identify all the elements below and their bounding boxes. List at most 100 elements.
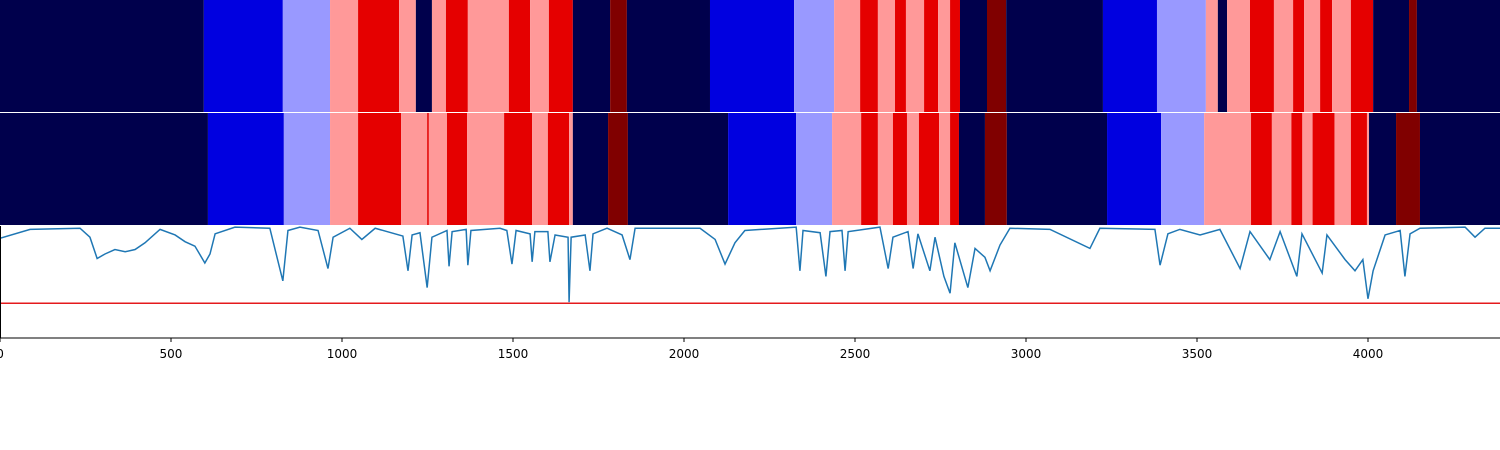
band-segment bbox=[1161, 113, 1205, 225]
x-tick-label: 2500 bbox=[840, 347, 871, 361]
band-segment bbox=[530, 0, 549, 112]
x-tick-label: 3000 bbox=[1011, 347, 1042, 361]
x-tick-label: 3500 bbox=[1182, 347, 1213, 361]
band-segment bbox=[399, 0, 416, 112]
band-segment bbox=[1320, 0, 1333, 112]
band-segment bbox=[1291, 113, 1303, 225]
band-segment bbox=[467, 0, 509, 112]
band-segment bbox=[330, 0, 359, 112]
band-segment bbox=[877, 113, 893, 225]
band-segment bbox=[1334, 113, 1351, 225]
x-tick-label: 1000 bbox=[327, 347, 358, 361]
band-segment bbox=[1302, 113, 1313, 225]
band-segment bbox=[547, 113, 570, 225]
band-segment bbox=[834, 0, 861, 112]
band-segment bbox=[950, 0, 960, 112]
band-segment bbox=[467, 113, 505, 225]
band-segment bbox=[1369, 113, 1397, 225]
band-segment bbox=[0, 0, 204, 112]
band-segment bbox=[1416, 0, 1500, 112]
x-tick-label: 4000 bbox=[1353, 347, 1384, 361]
band-segment bbox=[627, 113, 729, 225]
band-segment bbox=[796, 113, 833, 225]
band-segment bbox=[1107, 113, 1162, 225]
band-segment bbox=[987, 0, 1007, 112]
band-segment bbox=[1006, 113, 1108, 225]
band-segment bbox=[1350, 113, 1367, 225]
band-segment bbox=[1409, 0, 1417, 112]
band-segment bbox=[610, 0, 627, 112]
band-segment bbox=[1293, 0, 1305, 112]
band-segment bbox=[548, 0, 573, 112]
band-segment bbox=[984, 113, 1007, 225]
band-segment bbox=[860, 0, 878, 112]
band-segment bbox=[1250, 0, 1274, 112]
band-segment bbox=[282, 0, 331, 112]
band-segment bbox=[569, 113, 573, 225]
band-segment bbox=[358, 113, 402, 225]
band-segment bbox=[958, 113, 985, 225]
band-segment bbox=[938, 0, 951, 112]
band-segment bbox=[446, 113, 468, 225]
band-segment bbox=[861, 113, 878, 225]
band-segment bbox=[924, 0, 939, 112]
band-segment bbox=[428, 113, 447, 225]
band-segment bbox=[1205, 0, 1218, 112]
band-segment bbox=[401, 113, 428, 225]
band-segment bbox=[0, 113, 208, 225]
band-segment bbox=[1350, 0, 1374, 112]
x-tick-label: 0 bbox=[0, 347, 4, 361]
band-segment bbox=[1332, 0, 1351, 112]
band-segment bbox=[1251, 113, 1272, 225]
band-segment bbox=[532, 113, 548, 225]
band-segment bbox=[1227, 0, 1250, 112]
band-segment bbox=[905, 0, 925, 112]
band-segment bbox=[572, 113, 609, 225]
band-segment bbox=[572, 0, 611, 112]
band-segment bbox=[1204, 113, 1252, 225]
band-segment bbox=[709, 0, 795, 112]
band-segment bbox=[283, 113, 331, 225]
band-segment bbox=[794, 0, 835, 112]
band-segment bbox=[892, 113, 907, 225]
x-tick-label: 1500 bbox=[498, 347, 529, 361]
band-segment bbox=[1006, 0, 1103, 112]
band-segment bbox=[1102, 0, 1157, 112]
x-tick-label: 2000 bbox=[669, 347, 700, 361]
band-segment bbox=[918, 113, 940, 225]
x-tick-label: 500 bbox=[160, 347, 183, 361]
band-segment bbox=[728, 113, 797, 225]
band-segment bbox=[508, 0, 531, 112]
band-segment bbox=[207, 113, 284, 225]
band-segment bbox=[203, 0, 283, 112]
band-segment bbox=[415, 0, 432, 112]
band-segment bbox=[950, 113, 959, 225]
band-segment bbox=[939, 113, 951, 225]
band-segment bbox=[1271, 113, 1292, 225]
series-line bbox=[0, 226, 1500, 303]
band-segment bbox=[877, 0, 896, 112]
band-segment bbox=[1396, 113, 1420, 225]
band-segment bbox=[1304, 0, 1321, 112]
band-segment bbox=[1373, 0, 1410, 112]
band-segment bbox=[1273, 0, 1294, 112]
band-segment bbox=[504, 113, 533, 225]
band-segment bbox=[1312, 113, 1335, 225]
band-segment bbox=[330, 113, 359, 225]
band-segment bbox=[959, 0, 988, 112]
band-segment bbox=[1366, 113, 1370, 225]
band-segment bbox=[445, 0, 468, 112]
band-segment bbox=[1419, 113, 1500, 225]
band-segment bbox=[427, 113, 429, 225]
band-segment bbox=[895, 0, 906, 112]
band-segment bbox=[832, 113, 862, 225]
band-segment bbox=[1156, 0, 1206, 112]
band-segment bbox=[358, 0, 400, 112]
band-segment bbox=[1217, 0, 1228, 112]
band-segment bbox=[608, 113, 628, 225]
band-segment bbox=[626, 0, 710, 112]
band-segment bbox=[431, 0, 446, 112]
band-segment bbox=[906, 113, 919, 225]
